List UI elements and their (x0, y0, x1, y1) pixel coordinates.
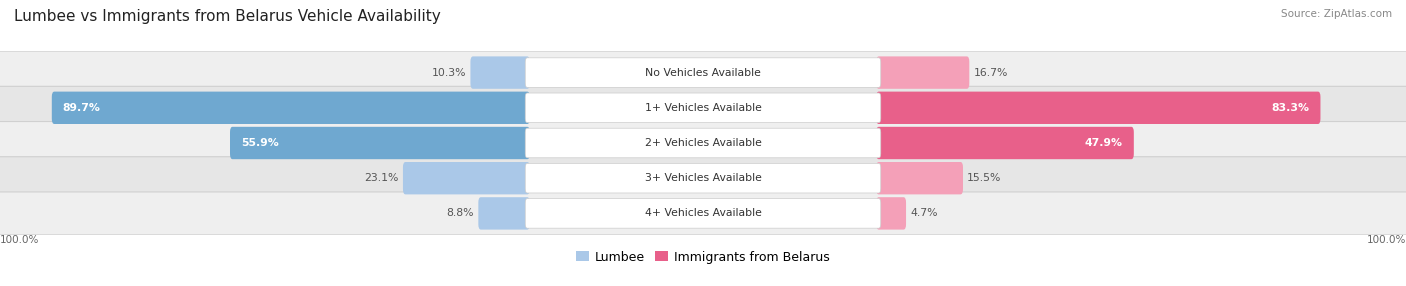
FancyBboxPatch shape (526, 93, 880, 123)
Text: 10.3%: 10.3% (432, 67, 467, 78)
FancyBboxPatch shape (526, 198, 880, 228)
FancyBboxPatch shape (526, 128, 880, 158)
Text: 3+ Vehicles Available: 3+ Vehicles Available (644, 173, 762, 183)
Text: 23.1%: 23.1% (364, 173, 399, 183)
FancyBboxPatch shape (526, 58, 880, 88)
FancyBboxPatch shape (231, 127, 530, 159)
Text: 83.3%: 83.3% (1271, 103, 1309, 113)
FancyBboxPatch shape (876, 162, 963, 194)
Text: 15.5%: 15.5% (967, 173, 1001, 183)
Legend: Lumbee, Immigrants from Belarus: Lumbee, Immigrants from Belarus (571, 246, 835, 269)
Text: 55.9%: 55.9% (240, 138, 278, 148)
Text: Lumbee vs Immigrants from Belarus Vehicle Availability: Lumbee vs Immigrants from Belarus Vehicl… (14, 9, 441, 23)
FancyBboxPatch shape (0, 192, 1406, 235)
Text: 89.7%: 89.7% (63, 103, 101, 113)
FancyBboxPatch shape (0, 51, 1406, 94)
Text: 8.8%: 8.8% (447, 208, 474, 219)
FancyBboxPatch shape (876, 56, 969, 89)
Text: 100.0%: 100.0% (0, 235, 39, 245)
Text: 16.7%: 16.7% (973, 67, 1008, 78)
FancyBboxPatch shape (0, 157, 1406, 200)
FancyBboxPatch shape (876, 127, 1133, 159)
Text: 47.9%: 47.9% (1085, 138, 1123, 148)
FancyBboxPatch shape (471, 56, 530, 89)
Text: 4.7%: 4.7% (910, 208, 938, 219)
FancyBboxPatch shape (0, 122, 1406, 164)
FancyBboxPatch shape (478, 197, 530, 230)
Text: Source: ZipAtlas.com: Source: ZipAtlas.com (1281, 9, 1392, 19)
FancyBboxPatch shape (404, 162, 530, 194)
FancyBboxPatch shape (52, 92, 530, 124)
FancyBboxPatch shape (876, 197, 905, 230)
FancyBboxPatch shape (876, 92, 1320, 124)
Text: 2+ Vehicles Available: 2+ Vehicles Available (644, 138, 762, 148)
Text: No Vehicles Available: No Vehicles Available (645, 67, 761, 78)
Text: 1+ Vehicles Available: 1+ Vehicles Available (644, 103, 762, 113)
FancyBboxPatch shape (526, 163, 880, 193)
FancyBboxPatch shape (0, 86, 1406, 129)
Text: 100.0%: 100.0% (1367, 235, 1406, 245)
Text: 4+ Vehicles Available: 4+ Vehicles Available (644, 208, 762, 219)
